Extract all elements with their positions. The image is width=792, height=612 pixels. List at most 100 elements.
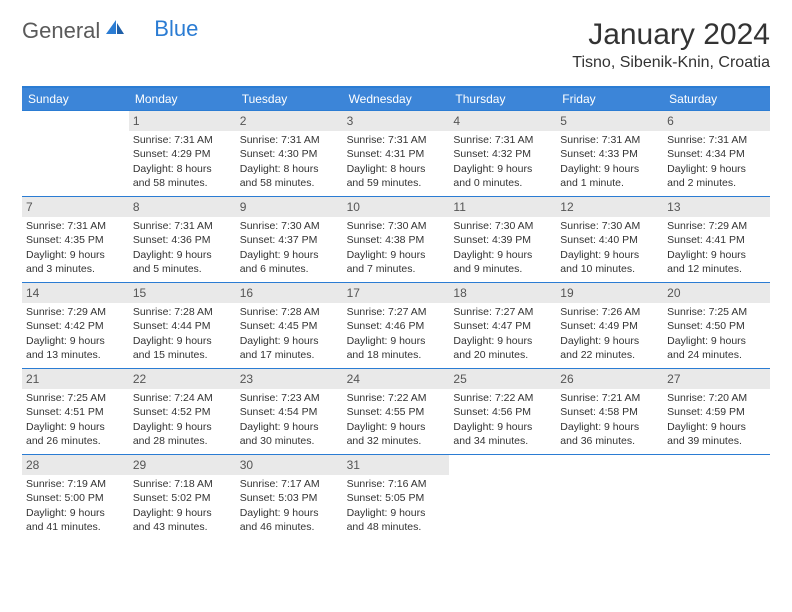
day-number: 3 — [343, 111, 450, 131]
sunrise-line: Sunrise: 7:31 AM — [453, 133, 552, 147]
day-number: 18 — [449, 283, 556, 303]
calendar-cell: 20Sunrise: 7:25 AMSunset: 4:50 PMDayligh… — [663, 282, 770, 368]
calendar-cell: 6Sunrise: 7:31 AMSunset: 4:34 PMDaylight… — [663, 110, 770, 196]
day-number: 22 — [129, 369, 236, 389]
location-text: Tisno, Sibenik-Knin, Croatia — [572, 54, 770, 72]
daylight-line: Daylight: 8 hours and 58 minutes. — [240, 162, 339, 190]
day-details: Sunrise: 7:27 AMSunset: 4:46 PMDaylight:… — [343, 303, 450, 366]
calendar-cell: 26Sunrise: 7:21 AMSunset: 4:58 PMDayligh… — [556, 368, 663, 454]
sunrise-line: Sunrise: 7:29 AM — [667, 219, 766, 233]
sunrise-line: Sunrise: 7:27 AM — [347, 305, 446, 319]
calendar-cell: 12Sunrise: 7:30 AMSunset: 4:40 PMDayligh… — [556, 196, 663, 282]
day-number: 30 — [236, 455, 343, 475]
daylight-line: Daylight: 9 hours and 34 minutes. — [453, 420, 552, 448]
day-number: 11 — [449, 197, 556, 217]
day-details: Sunrise: 7:31 AMSunset: 4:30 PMDaylight:… — [236, 131, 343, 194]
calendar-cell: 11Sunrise: 7:30 AMSunset: 4:39 PMDayligh… — [449, 196, 556, 282]
calendar-cell: 31Sunrise: 7:16 AMSunset: 5:05 PMDayligh… — [343, 454, 450, 540]
sunrise-line: Sunrise: 7:31 AM — [560, 133, 659, 147]
sunrise-line: Sunrise: 7:28 AM — [133, 305, 232, 319]
daylight-line: Daylight: 9 hours and 41 minutes. — [26, 506, 125, 534]
day-number: 25 — [449, 369, 556, 389]
day-details: Sunrise: 7:28 AMSunset: 4:44 PMDaylight:… — [129, 303, 236, 366]
day-details: Sunrise: 7:17 AMSunset: 5:03 PMDaylight:… — [236, 475, 343, 538]
sunrise-line: Sunrise: 7:27 AM — [453, 305, 552, 319]
daylight-line: Daylight: 9 hours and 6 minutes. — [240, 248, 339, 276]
sunset-line: Sunset: 4:50 PM — [667, 319, 766, 333]
sunset-line: Sunset: 4:52 PM — [133, 405, 232, 419]
sunrise-line: Sunrise: 7:25 AM — [667, 305, 766, 319]
sunset-line: Sunset: 4:37 PM — [240, 233, 339, 247]
calendar-cell: 1Sunrise: 7:31 AMSunset: 4:29 PMDaylight… — [129, 110, 236, 196]
day-details: Sunrise: 7:30 AMSunset: 4:40 PMDaylight:… — [556, 217, 663, 280]
sunset-line: Sunset: 4:58 PM — [560, 405, 659, 419]
calendar-cell: 21Sunrise: 7:25 AMSunset: 4:51 PMDayligh… — [22, 368, 129, 454]
sunset-line: Sunset: 4:59 PM — [667, 405, 766, 419]
logo: General Blue — [22, 18, 198, 44]
daylight-line: Daylight: 9 hours and 0 minutes. — [453, 162, 552, 190]
daylight-line: Daylight: 9 hours and 36 minutes. — [560, 420, 659, 448]
day-details: Sunrise: 7:26 AMSunset: 4:49 PMDaylight:… — [556, 303, 663, 366]
logo-word2: Blue — [154, 16, 198, 42]
calendar-cell: 14Sunrise: 7:29 AMSunset: 4:42 PMDayligh… — [22, 282, 129, 368]
day-number: 21 — [22, 369, 129, 389]
sunrise-line: Sunrise: 7:20 AM — [667, 391, 766, 405]
day-details: Sunrise: 7:23 AMSunset: 4:54 PMDaylight:… — [236, 389, 343, 452]
day-number: 16 — [236, 283, 343, 303]
calendar-cell: 5Sunrise: 7:31 AMSunset: 4:33 PMDaylight… — [556, 110, 663, 196]
calendar-day-header: Sunday — [22, 88, 129, 110]
day-number: 12 — [556, 197, 663, 217]
daylight-line: Daylight: 9 hours and 2 minutes. — [667, 162, 766, 190]
sunset-line: Sunset: 5:05 PM — [347, 491, 446, 505]
day-details: Sunrise: 7:16 AMSunset: 5:05 PMDaylight:… — [343, 475, 450, 538]
day-details: Sunrise: 7:20 AMSunset: 4:59 PMDaylight:… — [663, 389, 770, 452]
sunrise-line: Sunrise: 7:31 AM — [133, 219, 232, 233]
day-details: Sunrise: 7:21 AMSunset: 4:58 PMDaylight:… — [556, 389, 663, 452]
calendar-cell: 30Sunrise: 7:17 AMSunset: 5:03 PMDayligh… — [236, 454, 343, 540]
day-number: 28 — [22, 455, 129, 475]
sunrise-line: Sunrise: 7:30 AM — [240, 219, 339, 233]
sunset-line: Sunset: 4:38 PM — [347, 233, 446, 247]
calendar-cell: 2Sunrise: 7:31 AMSunset: 4:30 PMDaylight… — [236, 110, 343, 196]
calendar-cell: 23Sunrise: 7:23 AMSunset: 4:54 PMDayligh… — [236, 368, 343, 454]
calendar-day-header: Thursday — [449, 88, 556, 110]
day-number: 9 — [236, 197, 343, 217]
sunrise-line: Sunrise: 7:31 AM — [133, 133, 232, 147]
daylight-line: Daylight: 9 hours and 18 minutes. — [347, 334, 446, 362]
sunset-line: Sunset: 4:55 PM — [347, 405, 446, 419]
day-details: Sunrise: 7:31 AMSunset: 4:29 PMDaylight:… — [129, 131, 236, 194]
sunrise-line: Sunrise: 7:21 AM — [560, 391, 659, 405]
sunrise-line: Sunrise: 7:17 AM — [240, 477, 339, 491]
day-number: 1 — [129, 111, 236, 131]
day-details: Sunrise: 7:29 AMSunset: 4:41 PMDaylight:… — [663, 217, 770, 280]
calendar-cell: 4Sunrise: 7:31 AMSunset: 4:32 PMDaylight… — [449, 110, 556, 196]
day-number: 24 — [343, 369, 450, 389]
daylight-line: Daylight: 8 hours and 58 minutes. — [133, 162, 232, 190]
sunset-line: Sunset: 4:40 PM — [560, 233, 659, 247]
calendar-cell: 8Sunrise: 7:31 AMSunset: 4:36 PMDaylight… — [129, 196, 236, 282]
sunrise-line: Sunrise: 7:26 AM — [560, 305, 659, 319]
page-title: January 2024 — [572, 18, 770, 52]
day-details: Sunrise: 7:31 AMSunset: 4:35 PMDaylight:… — [22, 217, 129, 280]
calendar-cell-empty — [22, 110, 129, 196]
sunset-line: Sunset: 4:56 PM — [453, 405, 552, 419]
sunrise-line: Sunrise: 7:31 AM — [667, 133, 766, 147]
day-number: 13 — [663, 197, 770, 217]
daylight-line: Daylight: 9 hours and 5 minutes. — [133, 248, 232, 276]
daylight-line: Daylight: 9 hours and 32 minutes. — [347, 420, 446, 448]
calendar-day-header: Tuesday — [236, 88, 343, 110]
sunset-line: Sunset: 4:49 PM — [560, 319, 659, 333]
sunrise-line: Sunrise: 7:29 AM — [26, 305, 125, 319]
calendar-cell: 16Sunrise: 7:28 AMSunset: 4:45 PMDayligh… — [236, 282, 343, 368]
daylight-line: Daylight: 8 hours and 59 minutes. — [347, 162, 446, 190]
sunset-line: Sunset: 4:35 PM — [26, 233, 125, 247]
calendar-cell: 17Sunrise: 7:27 AMSunset: 4:46 PMDayligh… — [343, 282, 450, 368]
day-number: 17 — [343, 283, 450, 303]
day-number: 27 — [663, 369, 770, 389]
calendar-cell: 28Sunrise: 7:19 AMSunset: 5:00 PMDayligh… — [22, 454, 129, 540]
daylight-line: Daylight: 9 hours and 12 minutes. — [667, 248, 766, 276]
day-number: 10 — [343, 197, 450, 217]
title-block: January 2024 Tisno, Sibenik-Knin, Croati… — [572, 18, 770, 72]
day-details: Sunrise: 7:30 AMSunset: 4:37 PMDaylight:… — [236, 217, 343, 280]
sunrise-line: Sunrise: 7:22 AM — [347, 391, 446, 405]
